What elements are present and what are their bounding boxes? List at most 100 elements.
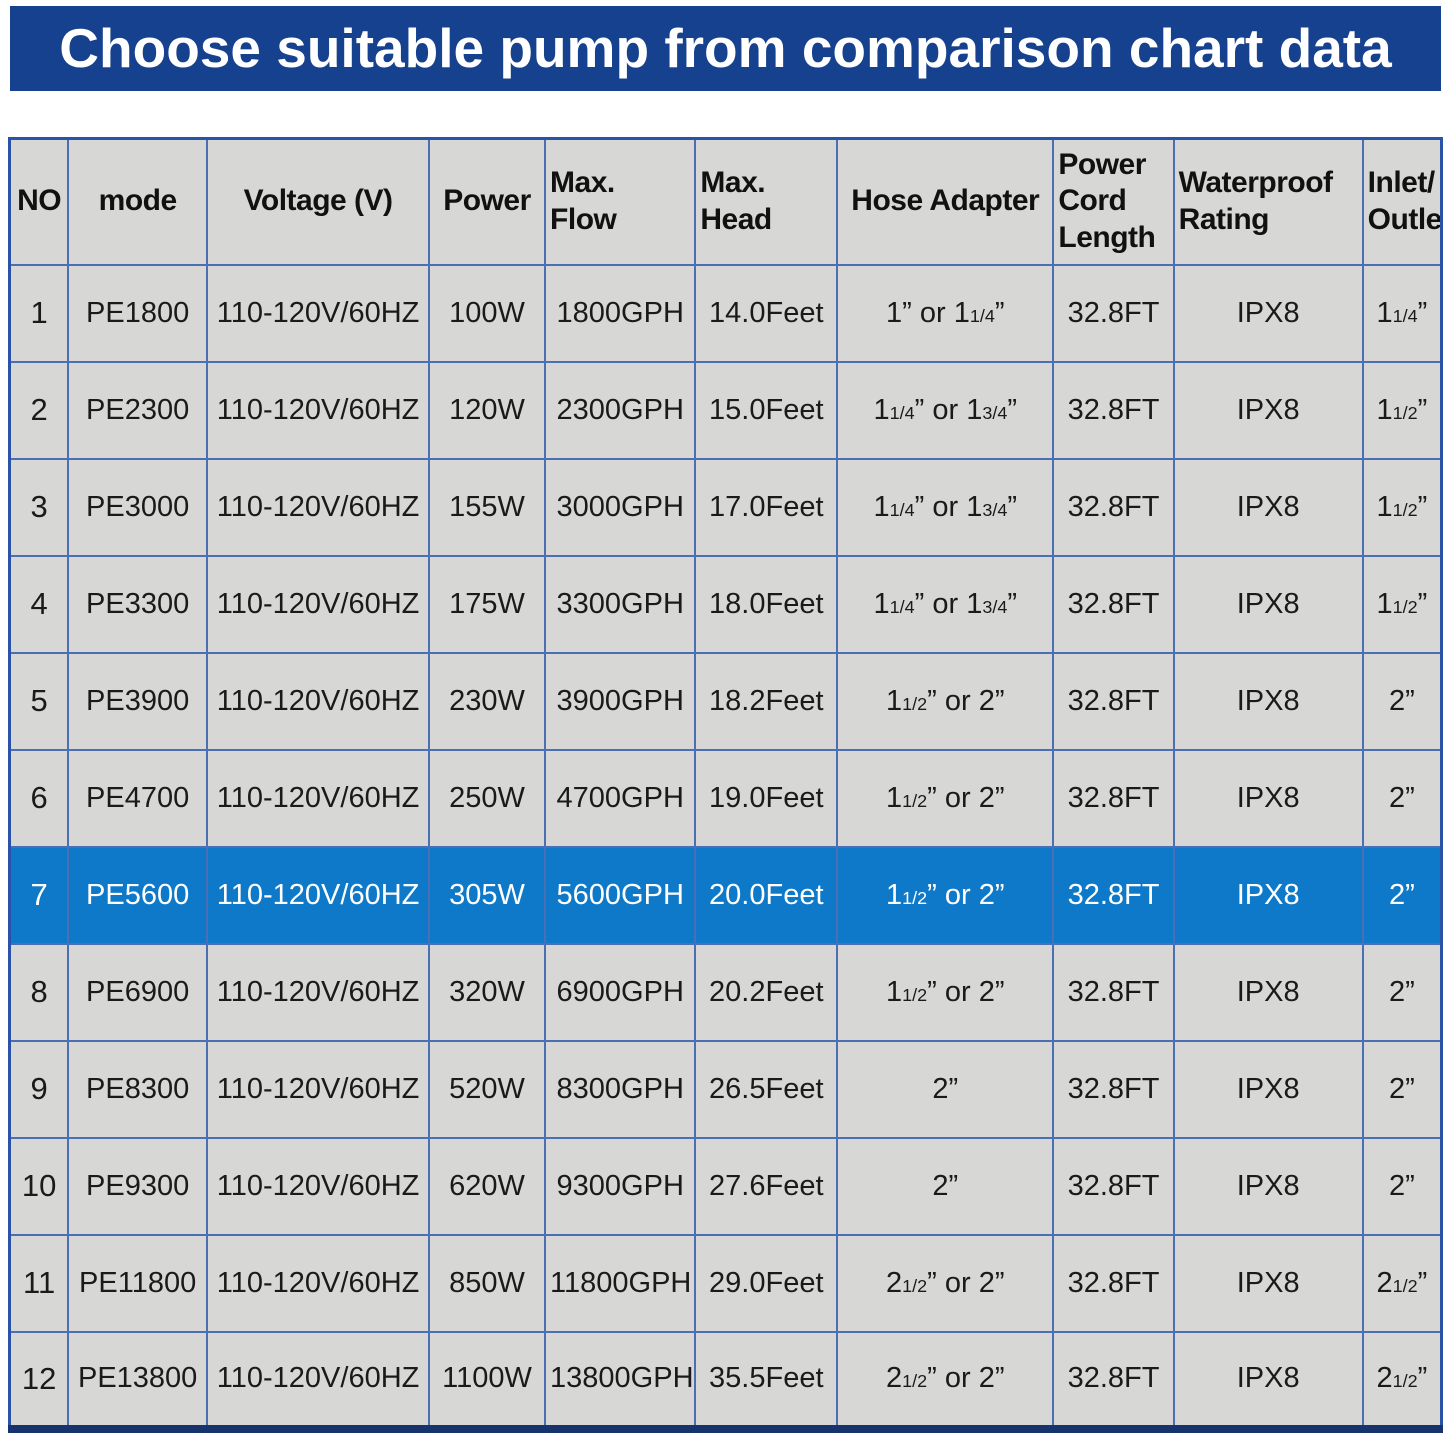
cell-max-head: 18.2Feet [694, 651, 839, 751]
cell-mode: PE1800 [67, 263, 209, 363]
cell-waterproof: IPX8 [1172, 942, 1364, 1042]
cell-max-head: 35.5Feet [694, 1330, 839, 1430]
cell-voltage: 110-120V/60HZ [206, 1233, 431, 1333]
cell-max-flow: 1800GPH [544, 263, 697, 363]
table-header: NO mode Voltage (V) Power Max. Flow Max.… [8, 137, 1443, 266]
cell-max-flow: 11800GPH [544, 1233, 697, 1333]
cell-inlet-outlet: 2” [1361, 845, 1443, 945]
cell-max-flow: 13800GPH [544, 1330, 697, 1430]
cell-no: 11 [8, 1233, 70, 1333]
pump-comparison-table: NO mode Voltage (V) Power Max. Flow Max.… [8, 137, 1443, 1433]
cell-power: 120W [428, 360, 547, 460]
cell-waterproof: IPX8 [1172, 554, 1364, 654]
cell-max-flow: 8300GPH [544, 1039, 697, 1139]
cell-max-flow: 4700GPH [544, 748, 697, 848]
col-header-max-flow: Max. Flow [544, 137, 697, 266]
cell-no: 12 [8, 1330, 70, 1430]
cell-hose-adapter: 2” [836, 1039, 1055, 1139]
cell-hose-adapter: 11/2” or 2” [836, 651, 1055, 751]
cell-voltage: 110-120V/60HZ [206, 942, 431, 1042]
table-row: 10 PE9300 110-120V/60HZ 620W 9300GPH 27.… [8, 1136, 1443, 1236]
cell-hose-adapter: 11/2” or 2” [836, 845, 1055, 945]
cell-cord-length: 32.8FT [1052, 1330, 1175, 1430]
table-row: 8 PE6900 110-120V/60HZ 320W 6900GPH 20.2… [8, 942, 1443, 1042]
table-row: 6 PE4700 110-120V/60HZ 250W 4700GPH 19.0… [8, 748, 1443, 848]
cell-cord-length: 32.8FT [1052, 845, 1175, 945]
table-row: 1 PE1800 110-120V/60HZ 100W 1800GPH 14.0… [8, 263, 1443, 363]
cell-hose-adapter: 21/2” or 2” [836, 1330, 1055, 1430]
table-row: 3 PE3000 110-120V/60HZ 155W 3000GPH 17.0… [8, 457, 1443, 557]
table-row: 4 PE3300 110-120V/60HZ 175W 3300GPH 18.0… [8, 554, 1443, 654]
cell-power: 100W [428, 263, 547, 363]
cell-waterproof: IPX8 [1172, 748, 1364, 848]
table-row: 12 PE13800 110-120V/60HZ 1100W 13800GPH … [8, 1330, 1443, 1430]
cell-hose-adapter: 11/2” or 2” [836, 748, 1055, 848]
cell-voltage: 110-120V/60HZ [206, 1039, 431, 1139]
cell-hose-adapter: 11/4” or 13/4” [836, 360, 1055, 460]
table-row: 5 PE3900 110-120V/60HZ 230W 3900GPH 18.2… [8, 651, 1443, 751]
table-row: 9 PE8300 110-120V/60HZ 520W 8300GPH 26.5… [8, 1039, 1443, 1139]
col-header-inlet-outlet: Inlet/ Outlet [1361, 137, 1443, 266]
cell-hose-adapter: 1” or 11/4” [836, 263, 1055, 363]
cell-no: 7 [8, 845, 70, 945]
cell-voltage: 110-120V/60HZ [206, 457, 431, 557]
cell-hose-adapter: 21/2” or 2” [836, 1233, 1055, 1333]
cell-mode: PE11800 [67, 1233, 209, 1333]
cell-hose-adapter: 11/2” or 2” [836, 942, 1055, 1042]
cell-max-head: 27.6Feet [694, 1136, 839, 1236]
cell-cord-length: 32.8FT [1052, 651, 1175, 751]
cell-cord-length: 32.8FT [1052, 748, 1175, 848]
cell-hose-adapter: 11/4” or 13/4” [836, 457, 1055, 557]
table-row: 11 PE11800 110-120V/60HZ 850W 11800GPH 2… [8, 1233, 1443, 1333]
cell-voltage: 110-120V/60HZ [206, 845, 431, 945]
cell-voltage: 110-120V/60HZ [206, 1136, 431, 1236]
cell-cord-length: 32.8FT [1052, 554, 1175, 654]
cell-power: 250W [428, 748, 547, 848]
cell-inlet-outlet: 11/2” [1361, 360, 1443, 460]
cell-power: 520W [428, 1039, 547, 1139]
cell-waterproof: IPX8 [1172, 360, 1364, 460]
cell-inlet-outlet: 21/2” [1361, 1330, 1443, 1430]
cell-waterproof: IPX8 [1172, 845, 1364, 945]
cell-power: 850W [428, 1233, 547, 1333]
cell-inlet-outlet: 2” [1361, 942, 1443, 1042]
cell-inlet-outlet: 11/2” [1361, 457, 1443, 557]
cell-power: 175W [428, 554, 547, 654]
col-header-cord-length: Power Cord Length [1052, 137, 1175, 266]
cell-voltage: 110-120V/60HZ [206, 360, 431, 460]
cell-hose-adapter: 2” [836, 1136, 1055, 1236]
col-header-power: Power [428, 137, 547, 266]
cell-mode: PE8300 [67, 1039, 209, 1139]
col-header-mode: mode [67, 137, 209, 266]
cell-voltage: 110-120V/60HZ [206, 1330, 431, 1430]
cell-cord-length: 32.8FT [1052, 457, 1175, 557]
cell-waterproof: IPX8 [1172, 457, 1364, 557]
cell-inlet-outlet: 11/4” [1361, 263, 1443, 363]
cell-mode: PE3300 [67, 554, 209, 654]
cell-max-head: 29.0Feet [694, 1233, 839, 1333]
cell-no: 3 [8, 457, 70, 557]
table-body: 1 PE1800 110-120V/60HZ 100W 1800GPH 14.0… [8, 263, 1443, 1430]
cell-voltage: 110-120V/60HZ [206, 554, 431, 654]
cell-mode: PE13800 [67, 1330, 209, 1430]
cell-no: 1 [8, 263, 70, 363]
cell-no: 8 [8, 942, 70, 1042]
cell-max-flow: 2300GPH [544, 360, 697, 460]
header-row: NO mode Voltage (V) Power Max. Flow Max.… [8, 137, 1443, 266]
cell-mode: PE5600 [67, 845, 209, 945]
cell-mode: PE6900 [67, 942, 209, 1042]
col-header-voltage: Voltage (V) [206, 137, 431, 266]
cell-power: 320W [428, 942, 547, 1042]
cell-max-flow: 6900GPH [544, 942, 697, 1042]
cell-power: 620W [428, 1136, 547, 1236]
cell-cord-length: 32.8FT [1052, 263, 1175, 363]
table-row: 2 PE2300 110-120V/60HZ 120W 2300GPH 15.0… [8, 360, 1443, 460]
cell-power: 1100W [428, 1330, 547, 1430]
cell-max-head: 14.0Feet [694, 263, 839, 363]
cell-waterproof: IPX8 [1172, 263, 1364, 363]
cell-inlet-outlet: 2” [1361, 651, 1443, 751]
cell-power: 305W [428, 845, 547, 945]
cell-no: 4 [8, 554, 70, 654]
cell-waterproof: IPX8 [1172, 1039, 1364, 1139]
cell-mode: PE3900 [67, 651, 209, 751]
